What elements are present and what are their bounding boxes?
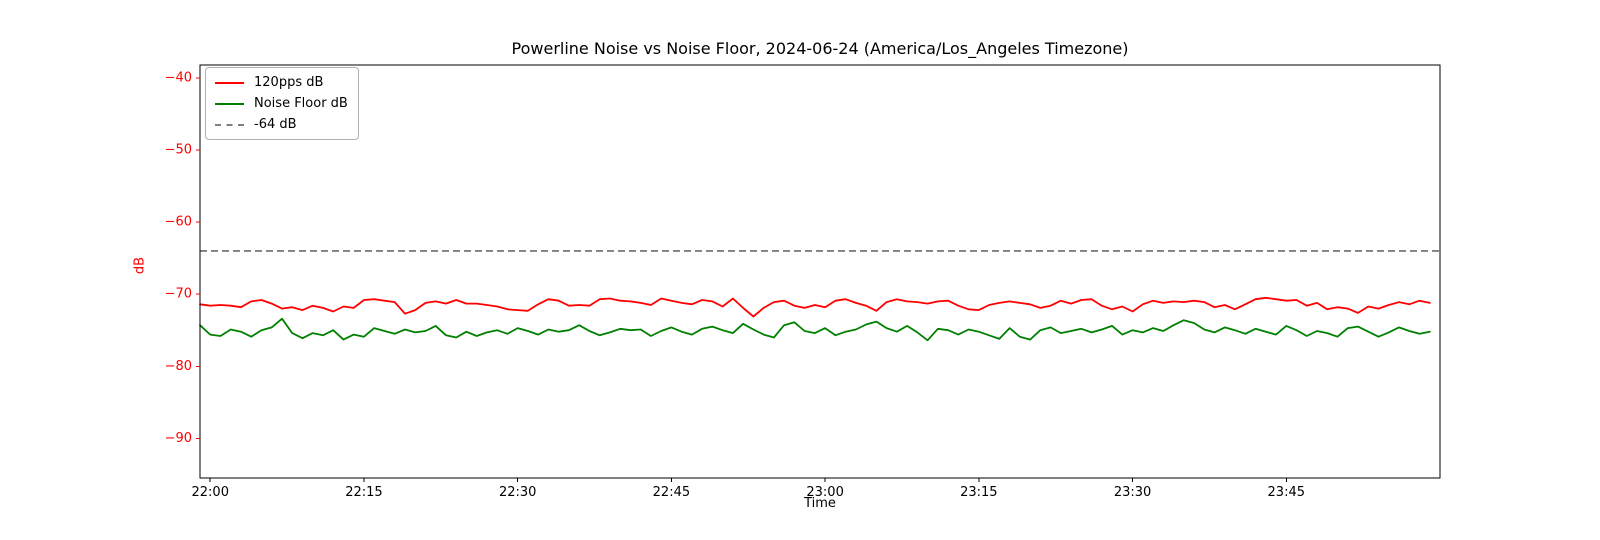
legend: 120pps dB Noise Floor dB -64 dB [205,67,359,140]
x-tick-label: 22:30 [499,485,536,500]
x-tick-label: 23:30 [1114,485,1151,500]
y-tick-label: −90 [165,431,192,446]
chart-title: Powerline Noise vs Noise Floor, 2024-06-… [511,39,1129,58]
gray-dashed-sample-icon [215,123,244,126]
legend-row-120pps: 120pps dB [215,75,348,90]
red-line-sample-icon [215,81,244,84]
green-line-sample-icon [215,102,244,105]
series-line-0 [199,296,1431,318]
y-tick-label: −70 [165,287,192,302]
x-tick-label: 23:00 [806,485,843,500]
legend-row-threshold: -64 dB [215,117,348,132]
y-tick-label: −80 [165,359,192,374]
series-line-1 [199,317,1431,342]
x-tick-label: 22:45 [653,485,690,500]
legend-label: 120pps dB [254,75,324,90]
axes-spines [199,64,1441,479]
x-axis-label: Time [804,496,836,511]
legend-label: Noise Floor dB [254,96,348,111]
y-tick-label: −60 [165,215,192,230]
legend-row-noise-floor: Noise Floor dB [215,96,348,111]
x-tick-label: 23:15 [960,485,997,500]
x-tick-label: 22:15 [345,485,382,500]
x-tick-label: 22:00 [192,485,229,500]
legend-label: -64 dB [254,117,297,132]
x-tick-label: 23:45 [1268,485,1305,500]
y-tick-label: −40 [165,70,192,85]
y-tick-label: −50 [165,143,192,158]
y-axis-label: dB [132,256,148,275]
